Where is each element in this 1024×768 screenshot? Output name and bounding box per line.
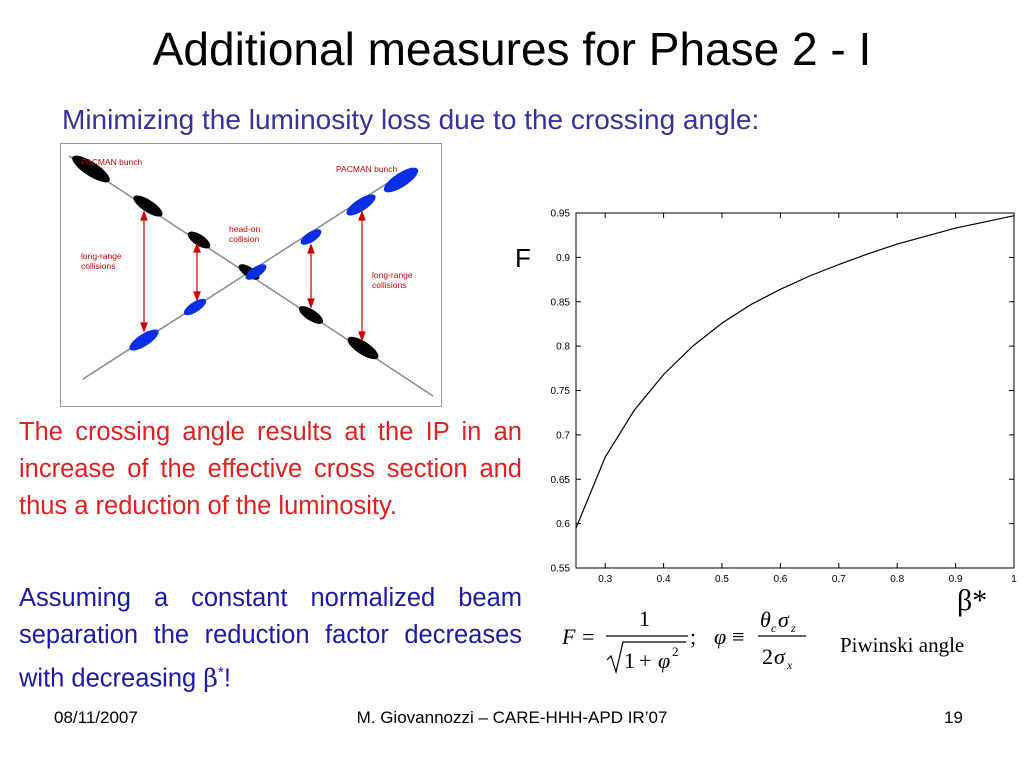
arrowhead (193, 291, 201, 302)
bunch-black (347, 336, 379, 360)
label-head-on-1: head-on (229, 224, 260, 234)
beam-line-2 (82, 185, 384, 380)
y-tick-label: 0.8 (556, 342, 570, 353)
arrow-group (140, 210, 366, 342)
formula-piwinski: φ ≡ θ c σ z 2 σ x (714, 607, 806, 672)
chart-x-label: β* (957, 584, 988, 617)
collision-diagram: PACMAN bunch PACMAN bunch head-on collis… (60, 143, 442, 407)
bunch-black (298, 306, 324, 324)
arrowhead (358, 331, 366, 342)
formula-f-lhs: F (561, 624, 576, 649)
bunch-blue (346, 194, 376, 216)
bunch-blue (383, 167, 419, 193)
formula-equals: = (582, 624, 594, 649)
formula-den-exp: 2 (672, 644, 679, 659)
paragraph-reduction-factor: Assuming a constant normalized beam sepa… (19, 580, 522, 698)
formula-theta: θ (760, 607, 771, 632)
x-tick-label: 0.6 (773, 574, 787, 585)
label-pacman-right: PACMAN bunch (336, 164, 398, 174)
label-head-on-2: collision (229, 234, 260, 244)
y-tick-label: 0.9 (556, 253, 570, 264)
formula-den-phi: φ (658, 648, 670, 673)
chart-y-label: F (515, 243, 531, 273)
footer-author: M. Giovannozzi – CARE-HHH-APD IR’07 (356, 708, 668, 727)
bunch-black (133, 195, 163, 217)
collision-diagram-svg: PACMAN bunch PACMAN bunch head-on collis… (68, 155, 434, 397)
y-tick-label: 0.85 (551, 297, 571, 308)
formula-phi: φ (714, 624, 726, 649)
slide-title: Additional measures for Phase 2 - I (152, 23, 872, 75)
x-tick-label: 0.4 (657, 574, 671, 585)
slide-subtitle: Minimizing the luminosity loss due to th… (62, 104, 760, 135)
bunch-blue (183, 298, 207, 316)
formula-theta-sub: c (771, 621, 777, 635)
paragraph-exclamation: ! (223, 664, 231, 693)
y-tick-label: 0.95 (551, 209, 571, 220)
chart-plot-frame (575, 212, 1015, 569)
arrowhead (140, 322, 148, 333)
y-tick-label: 0.75 (551, 386, 571, 397)
formula-numerator: 1 (639, 606, 650, 631)
label-long-range-left-2: collisions (81, 261, 116, 271)
formula-den-one: 1 (624, 648, 635, 673)
label-pacman-left: PACMAN bunch (81, 157, 143, 167)
bunch-black (187, 231, 211, 249)
formula-den-plus: + (639, 648, 651, 673)
formula-sigma-z-sub: z (790, 621, 796, 635)
reduction-factor-chart: 0.55 0.6 0.65 0.7 0.75 0.8 0.85 0.9 0.95 0.3 0.4 0.… (551, 209, 1018, 586)
arrowhead (140, 210, 148, 221)
bunch-blue-center (245, 264, 267, 280)
x-tick-label: 0.5 (715, 574, 729, 585)
label-long-range-left-1: long-range (81, 251, 122, 261)
y-tick-label: 0.55 (551, 564, 571, 575)
sqrt-sign (606, 641, 686, 675)
formula-semicolon: ; (690, 624, 696, 649)
formula-sigma-x-sub: x (786, 658, 793, 672)
x-tick-label: 0.3 (598, 574, 612, 585)
bunch-blue (129, 329, 159, 351)
x-tick-label: 0.9 (949, 574, 963, 585)
footer-date: 08/11/2007 (54, 708, 138, 727)
bunch-blue (300, 229, 322, 245)
y-tick-label: 0.6 (556, 519, 570, 530)
x-tick-label: 0.7 (832, 574, 846, 585)
x-tick-label: 1 (1011, 574, 1017, 585)
label-long-range-right-1: long-range (372, 270, 413, 280)
x-tick-label: 0.8 (890, 574, 904, 585)
formula-reduction-factor: F = 1 1 + φ 2 ; (561, 606, 696, 675)
formula-den-two: 2 (762, 644, 773, 669)
paragraph-reduction-text: Assuming a constant normalized beam sepa… (19, 584, 522, 693)
piwinski-angle-label: Piwinski angle (840, 633, 965, 657)
y-tick-label: 0.7 (556, 430, 570, 441)
beta-star: * (218, 664, 224, 681)
bunch-black (72, 155, 110, 183)
formula-sigma-z: σ (778, 607, 790, 632)
beta-symbol: β (203, 663, 219, 694)
label-long-range-right-2: collisions (372, 280, 407, 290)
footer-page-number: 19 (944, 708, 963, 727)
arrowhead (307, 298, 315, 309)
formula-sigma-x: σ (774, 644, 786, 669)
y-tick-label: 0.65 (551, 475, 571, 486)
arrowhead (358, 210, 366, 221)
paragraph-crossing-angle: The crossing angle results at the IP in … (19, 418, 522, 520)
series-line (575, 215, 1015, 529)
arrowhead (307, 243, 315, 254)
arrowhead (193, 242, 201, 253)
formula-equiv: ≡ (732, 624, 744, 649)
